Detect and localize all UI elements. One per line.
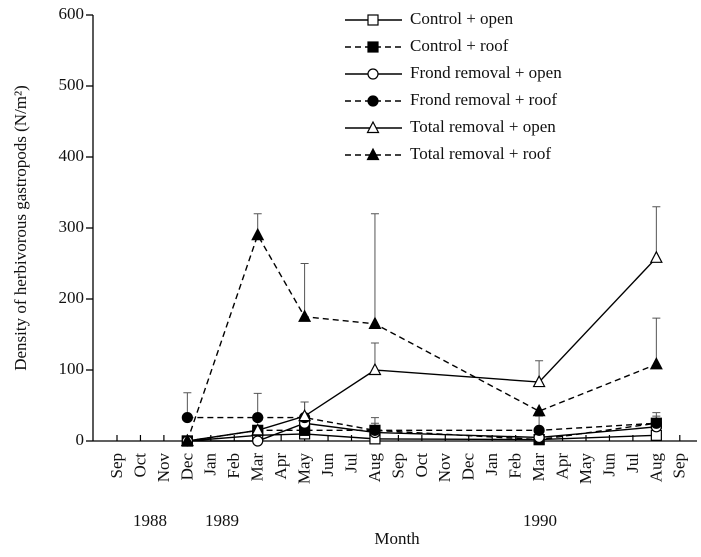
- data-point: [368, 316, 382, 329]
- data-point: [368, 362, 382, 376]
- x-tick-label: May: [576, 453, 595, 485]
- legend-label: Frond removal + open: [410, 63, 562, 82]
- data-point: [532, 403, 546, 417]
- x-tick-label: Aug: [646, 453, 665, 483]
- data-point: [650, 417, 662, 429]
- series-line: [187, 257, 657, 442]
- x-tick-label: Sep: [670, 453, 689, 479]
- series-line: [187, 422, 657, 442]
- y-tick-label: 300: [59, 217, 85, 236]
- x-axis-label: Month: [374, 529, 420, 548]
- data-point: [532, 374, 546, 388]
- year-label: 1990: [523, 511, 557, 530]
- legend-marker: [366, 120, 380, 134]
- x-tick-label: Oct: [412, 453, 431, 478]
- x-tick-label: Sep: [107, 453, 126, 479]
- x-tick-label: Apr: [271, 453, 290, 480]
- data-point: [649, 357, 663, 370]
- legend-label: Control + roof: [410, 36, 509, 55]
- series-line: [187, 416, 657, 432]
- y-axis-label: Density of herbivorous gastropods (N/m²): [11, 85, 30, 371]
- x-tick-label: Jan: [201, 453, 220, 476]
- data-point: [533, 424, 545, 436]
- legend-marker: [366, 147, 380, 161]
- x-tick-label: Jun: [318, 453, 337, 477]
- legend-marker: [367, 68, 379, 80]
- year-label: 1988: [133, 511, 167, 530]
- x-tick-label: May: [295, 453, 314, 485]
- data-point: [649, 250, 663, 263]
- data-point: [298, 309, 312, 322]
- x-tick-label: Nov: [154, 453, 173, 483]
- x-tick-label: Mar: [529, 453, 548, 482]
- error-bar: [652, 206, 661, 258]
- data-point: [181, 411, 193, 424]
- x-tick-label: Apr: [552, 453, 571, 480]
- x-tick-label: Aug: [365, 453, 384, 483]
- y-tick-label: 400: [59, 146, 85, 165]
- x-tick-label: Feb: [506, 453, 525, 479]
- x-tick-label: Jul: [623, 453, 642, 473]
- error-bar: [370, 213, 379, 324]
- year-label: 1989: [205, 511, 239, 530]
- data-point: [369, 424, 381, 436]
- x-tick-label: Jan: [482, 453, 501, 476]
- y-tick-label: 100: [59, 359, 85, 378]
- series-line: [187, 422, 657, 442]
- legend-label: Control + open: [410, 9, 514, 28]
- y-tick-label: 500: [59, 75, 85, 94]
- data-point: [251, 227, 265, 241]
- error-bar: [652, 317, 661, 365]
- series-line: [187, 433, 657, 442]
- data-point: [180, 433, 194, 447]
- data-point: [251, 423, 265, 436]
- error-bar: [300, 263, 309, 317]
- legend-label: Total removal + roof: [410, 144, 551, 163]
- y-tick-label: 0: [76, 430, 85, 449]
- y-tick-label: 600: [59, 4, 85, 23]
- data-point: [252, 411, 264, 424]
- x-tick-label: Jul: [341, 453, 360, 473]
- x-tick-label: Mar: [248, 453, 267, 482]
- legend-marker: [367, 95, 379, 107]
- data-point: [252, 435, 264, 447]
- legend-marker: [367, 14, 379, 26]
- x-tick-label: Nov: [435, 453, 454, 483]
- x-tick-label: Jun: [599, 453, 618, 477]
- data-point: [298, 408, 312, 422]
- x-tick-label: Dec: [459, 453, 478, 481]
- x-tick-label: Oct: [130, 453, 149, 478]
- legend-label: Total removal + open: [410, 117, 556, 136]
- series-line: [186, 233, 657, 442]
- x-tick-label: Feb: [224, 453, 243, 479]
- legend-label: Frond removal + roof: [410, 90, 557, 109]
- x-tick-label: Sep: [388, 453, 407, 479]
- legend-marker: [367, 41, 379, 53]
- y-tick-label: 200: [59, 288, 85, 307]
- x-tick-label: Dec: [177, 453, 196, 481]
